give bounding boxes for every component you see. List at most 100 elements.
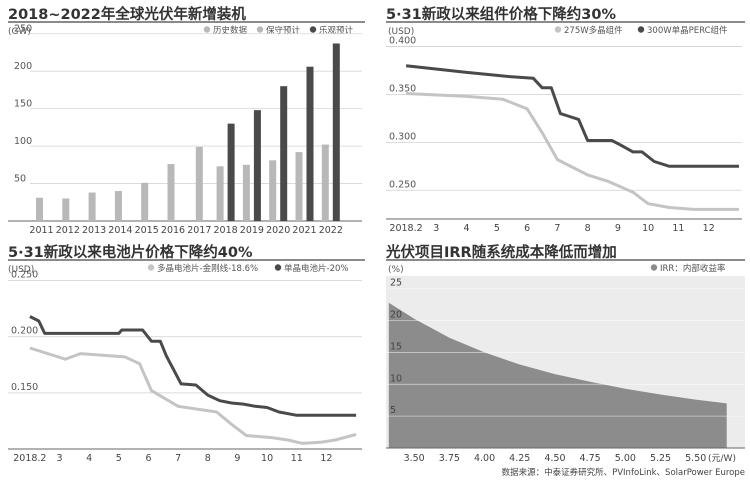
x-tick-labels: 2018.2 3 4 5 6 7 8 9 10 11 12 [389,223,714,234]
series-lines [405,64,739,211]
y-tick-label: 0.250 [11,270,38,281]
source-note: 数据来源：中泰证券研究所、PVInfoLink、SolarPower Europ… [502,467,745,478]
x-tick-label: 10 [642,223,654,234]
bar-optimistic [280,86,288,221]
legend-marker-history [203,26,211,33]
legend: 多晶电池片-金刚线-18.6% 单晶电池片-20% [147,263,348,274]
x-tick-label: 2020 [266,225,290,236]
legend: 275W多晶组件 300W单晶PERC组件 [554,25,728,36]
legend: IRR：内部收益率 [650,263,726,274]
x-tick-label: 2014 [108,225,132,236]
y-unit-label: (USD) [8,265,34,275]
y-tick-labels: 50 100 150 200 250 [14,24,32,185]
x-tick-label: 2018.2 [389,223,422,234]
y-tick-label: 0.200 [11,326,38,337]
bars [36,43,340,221]
legend-marker-irr [650,264,658,271]
series-line-2 [405,64,739,168]
x-tick-labels: 2011 2012 2013 2014 2015 2016 2017 2018 2019 2020… [29,225,342,236]
x-tick-label: 9 [234,453,240,464]
x-tick-label: 2015 [135,225,159,236]
y-unit-label: (USD) [388,27,414,37]
y-tick-labels: 5 10 15 20 25 [390,278,402,416]
x-tick-label: 6 [145,453,151,464]
series-line-1 [29,346,357,445]
x-tick-label: 3.75 [439,453,460,464]
x-tick-label: 8 [205,453,211,464]
y-tick-label: 0.300 [389,131,416,142]
y-gridlines [386,288,745,417]
bar-history [62,198,70,221]
x-tick-label: 2019 [240,225,264,236]
x-tick-label: 12 [703,223,715,234]
x-tick-label: 3 [56,453,62,464]
bar-conservative [216,166,224,221]
x-tick-label: 5.25 [650,453,671,464]
legend-label-multi: 多晶电池片-金刚线-18.6% [157,263,258,274]
y-tick-labels: 0.250 0.300 0.350 0.400 [389,36,416,191]
bar-history [88,192,96,221]
chart-title: 5·31新政以来电池片价格下降约40% [8,243,253,261]
chart-title: 光伏项目IRR随系统成本降低而增加 [385,243,617,261]
x-tick-label: 2018 [214,225,238,236]
x-tick-label: 4 [464,223,470,234]
x-tick-label: 9 [615,223,621,234]
x-tick-label: 2013 [82,225,106,236]
y-unit-label: (%) [388,265,404,275]
series-lines [29,315,357,445]
x-tick-label: 4.50 [544,453,565,464]
y-tick-label: 200 [14,61,32,72]
y-tick-label: 5 [390,405,396,416]
bar-conservative [295,152,303,221]
x-tick-label: 3 [433,223,439,234]
y-gridlines [8,280,362,394]
x-unit-label: (元/W) [708,454,736,464]
bar-optimistic [306,66,314,221]
y-tick-label: 250 [14,24,32,35]
x-tick-label: 11 [291,453,303,464]
x-tick-label: 2022 [319,225,343,236]
legend-marker-275w [554,26,562,33]
y-tick-label: 50 [14,174,26,185]
x-tick-label: 4.25 [509,453,530,464]
panel-annual-installations: 2018~2022年全球光伏年新增装机 (GW) 历史数据 保守预计 乐观预计 … [8,5,365,236]
irr-area-fill [388,302,727,448]
x-tick-label: 2018.2 [13,453,46,464]
x-tick-label: 3.50 [404,453,425,464]
legend-marker-mono [274,264,282,271]
y-tick-label: 0.150 [11,382,38,393]
x-tick-label: 7 [175,453,181,464]
x-tick-label: 12 [320,453,332,464]
x-tick-label: 5.50 [685,453,706,464]
x-tick-label: 6 [524,223,530,234]
legend-marker-multi [147,264,155,271]
x-tick-label: 2017 [187,225,211,236]
y-gridlines [386,46,742,191]
bar-optimistic [227,123,235,221]
legend-label-irr: IRR：内部收益率 [660,263,726,274]
series-line-2 [29,315,357,417]
bar-optimistic [253,110,261,221]
panel-cell-prices: 5·31新政以来电池片价格下降约40% (USD) 多晶电池片-金刚线-18.6… [8,243,365,464]
x-tick-label: 7 [554,223,560,234]
series-line-1 [406,92,739,211]
bar-history [195,146,203,221]
y-tick-label: 0.250 [389,179,416,190]
legend-marker-300w [637,26,645,33]
x-tick-label: 10 [261,453,273,464]
bar-history [114,191,122,221]
y-tick-label: 0.400 [389,36,416,47]
bar-conservative [269,160,277,221]
bar-conservative [321,144,329,221]
x-tick-label: 2011 [29,225,53,236]
legend-label-conservative: 保守预计 [266,25,301,36]
y-tick-label: 0.350 [389,83,416,94]
bar-history [167,164,175,221]
bar-history [36,197,43,221]
chart-title: 2018~2022年全球光伏年新增装机 [8,5,246,23]
legend-label-history: 历史数据 [213,25,248,36]
y-tick-label: 100 [14,136,32,147]
panel-irr: 光伏项目IRR随系统成本降低而增加 (%) IRR：内部收益率 5 10 15 20 2… [385,243,745,464]
